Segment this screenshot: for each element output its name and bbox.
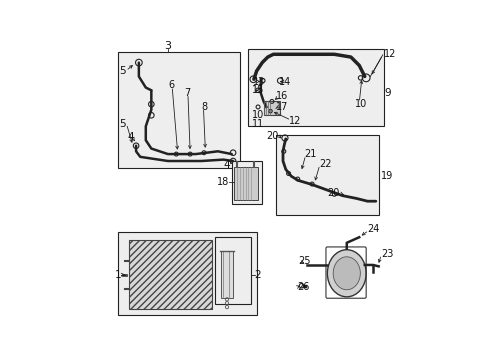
Bar — [118, 51, 240, 168]
Bar — [232, 161, 262, 204]
Text: 23: 23 — [381, 249, 394, 259]
Text: 5: 5 — [120, 118, 126, 129]
Text: 4: 4 — [128, 132, 134, 143]
Text: 25: 25 — [298, 256, 311, 266]
Text: 7: 7 — [185, 88, 191, 98]
Bar — [220, 251, 233, 298]
Text: 4: 4 — [223, 160, 230, 170]
Text: 12: 12 — [384, 49, 396, 59]
Bar — [235, 167, 258, 200]
Text: 22: 22 — [319, 159, 332, 169]
Text: 21: 21 — [305, 149, 317, 159]
Ellipse shape — [327, 250, 366, 297]
Text: 1: 1 — [115, 270, 122, 280]
Text: 15: 15 — [252, 85, 264, 95]
Text: 19: 19 — [381, 171, 393, 181]
Text: 10: 10 — [252, 110, 264, 120]
Bar — [129, 240, 212, 309]
Text: 6: 6 — [168, 80, 174, 90]
Bar — [215, 237, 251, 304]
Text: 2: 2 — [254, 270, 261, 280]
Text: 14: 14 — [279, 77, 291, 87]
Text: 26: 26 — [297, 282, 309, 292]
Text: 5: 5 — [120, 66, 126, 76]
Bar — [264, 102, 280, 115]
Text: 9: 9 — [384, 88, 391, 98]
Text: 8: 8 — [201, 102, 207, 112]
Bar — [276, 135, 379, 215]
Text: 13: 13 — [253, 77, 266, 87]
Text: 24: 24 — [368, 224, 380, 234]
Bar — [248, 49, 384, 126]
Text: 16: 16 — [276, 91, 288, 101]
Text: 20: 20 — [267, 131, 279, 141]
Text: 11: 11 — [252, 118, 264, 129]
Bar — [118, 232, 257, 315]
Text: 12: 12 — [289, 116, 301, 126]
Text: 20: 20 — [327, 188, 340, 198]
Ellipse shape — [333, 257, 360, 290]
Text: 17: 17 — [276, 102, 289, 112]
Text: 3: 3 — [165, 41, 172, 51]
Text: 10: 10 — [355, 99, 368, 109]
Text: 18: 18 — [217, 177, 229, 187]
